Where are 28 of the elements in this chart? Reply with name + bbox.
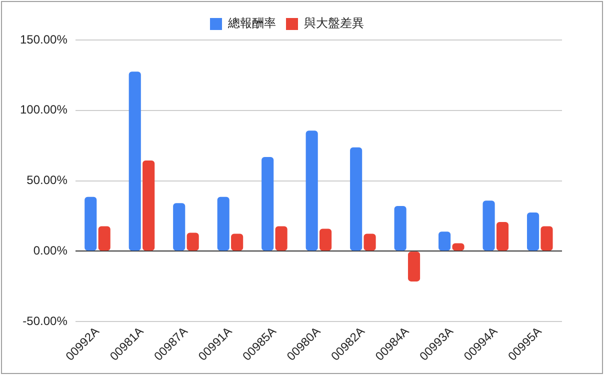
bar: [438, 232, 451, 251]
bar: [320, 228, 332, 251]
bar: [275, 226, 288, 251]
bar: [186, 232, 199, 251]
bar: [350, 147, 362, 251]
bar: [231, 234, 244, 251]
y-tick-label: 100.00%: [20, 102, 68, 117]
bar: [142, 160, 155, 251]
bar: [496, 222, 509, 251]
legend-label: 與大盤差異: [304, 16, 364, 30]
y-tick-label: 0.00%: [33, 243, 68, 258]
bar: [408, 252, 420, 282]
bar: [173, 203, 186, 251]
bar: [394, 206, 406, 251]
y-tick-label: -50.00%: [22, 314, 68, 328]
bar: [306, 130, 318, 251]
bar: [526, 212, 540, 251]
bar: [128, 72, 141, 251]
y-tick-label: 50.00%: [26, 173, 68, 188]
bar: [98, 226, 110, 251]
bar: [364, 234, 376, 251]
bar: [217, 196, 230, 251]
bar: [84, 196, 97, 251]
bar: [540, 226, 553, 251]
y-tick-label: 150.00%: [20, 32, 68, 46]
bar: [482, 200, 495, 251]
bar: [262, 156, 274, 251]
legend-label: 總報酬率: [227, 16, 276, 30]
